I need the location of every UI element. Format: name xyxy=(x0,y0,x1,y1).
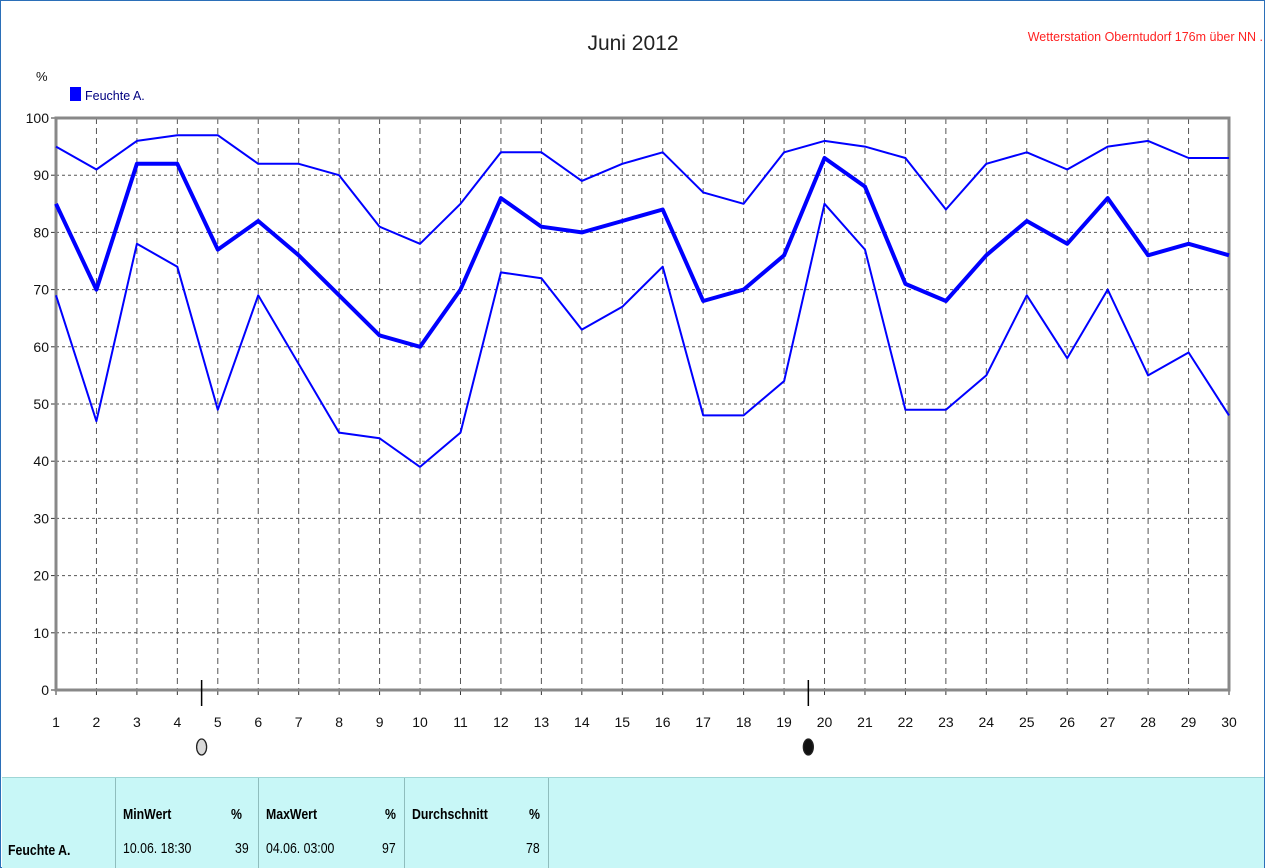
max-unit: % xyxy=(385,806,396,823)
separator xyxy=(115,778,116,868)
moon-markers xyxy=(195,680,814,756)
min-value: 39 xyxy=(235,840,249,857)
x-tick-label: 3 xyxy=(133,714,141,730)
x-tick-label: 28 xyxy=(1140,714,1156,730)
x-tick-label: 23 xyxy=(938,714,954,730)
y-tick-label: 100 xyxy=(26,110,50,126)
x-tick-label: 27 xyxy=(1100,714,1116,730)
station-label: Wetterstation Oberntudorf 176m über NN . xyxy=(1028,30,1263,44)
min-unit: % xyxy=(231,806,242,823)
max-time: 04.06. 03:00 xyxy=(266,840,335,857)
x-tick-label: 6 xyxy=(254,714,262,730)
avg-value: 78 xyxy=(526,840,540,857)
x-tick-label: 15 xyxy=(614,714,630,730)
x-tick-label: 10 xyxy=(412,714,428,730)
x-tick-label: 4 xyxy=(173,714,181,730)
separator xyxy=(258,778,259,868)
series-line-min xyxy=(55,202,1230,468)
x-tick-label: 2 xyxy=(93,714,101,730)
y-tick-label: 0 xyxy=(41,682,49,698)
x-tick-label: 7 xyxy=(295,714,303,730)
avg-unit: % xyxy=(529,806,540,823)
min-time: 10.06. 18:30 xyxy=(123,840,192,857)
x-tick-label: 26 xyxy=(1059,714,1075,730)
y-tick-label: 30 xyxy=(33,510,49,526)
series-lines xyxy=(54,134,1230,468)
full-moon-icon xyxy=(195,738,208,756)
y-tick-label: 70 xyxy=(33,282,49,298)
separator xyxy=(548,778,549,868)
max-value: 97 xyxy=(382,840,396,857)
statistics-panel: MinWert % MaxWert % Durchschnitt % Feuch… xyxy=(2,777,1264,868)
series-line-max xyxy=(55,134,1229,245)
chart-title: Juni 2012 xyxy=(587,32,678,55)
grid xyxy=(56,118,1229,690)
plot-frame xyxy=(54,116,1231,692)
x-tick-label: 22 xyxy=(898,714,914,730)
x-tick-label: 17 xyxy=(695,714,711,730)
y-tick-label: 40 xyxy=(33,453,49,469)
x-tick-label: 5 xyxy=(214,714,222,730)
x-tick-label: 8 xyxy=(335,714,343,730)
x-tick-label: 11 xyxy=(453,714,468,730)
y-tick-label: 20 xyxy=(33,568,49,584)
x-tick-label: 29 xyxy=(1181,714,1197,730)
x-tick-label: 24 xyxy=(979,714,995,730)
x-tick-label: 13 xyxy=(534,714,550,730)
x-tick-label: 12 xyxy=(493,714,509,730)
x-tick-label: 25 xyxy=(1019,714,1035,730)
x-tick-label: 19 xyxy=(776,714,792,730)
x-tick-label: 9 xyxy=(376,714,384,730)
x-tick-label: 18 xyxy=(736,714,752,730)
legend-swatch xyxy=(70,87,81,101)
x-tick-label: 30 xyxy=(1221,714,1237,730)
y-tick-label: 60 xyxy=(33,339,49,355)
legend-label: Feuchte A. xyxy=(85,89,145,103)
x-tick-label: 16 xyxy=(655,714,671,730)
x-tick-label: 21 xyxy=(857,714,873,730)
y-tick-label: 90 xyxy=(33,167,49,183)
y-axis-unit: % xyxy=(36,69,48,84)
y-tick-label: 10 xyxy=(33,625,49,641)
y-tick-label: 80 xyxy=(33,224,49,240)
new-moon-icon xyxy=(802,738,814,756)
y-tick-label: 50 xyxy=(33,396,49,412)
x-tick-label: 20 xyxy=(817,714,833,730)
min-header: MinWert xyxy=(123,806,172,823)
row-label: Feuchte A. xyxy=(8,842,71,859)
x-tick-label: 14 xyxy=(574,714,590,730)
humidity-chart: Juni 2012 Wetterstation Oberntudorf 176m… xyxy=(26,30,1263,756)
x-tick-label: 1 xyxy=(52,714,60,730)
max-header: MaxWert xyxy=(266,806,318,823)
series-line-mean xyxy=(54,156,1230,349)
separator xyxy=(404,778,405,868)
avg-header: Durchschnitt xyxy=(412,806,488,823)
